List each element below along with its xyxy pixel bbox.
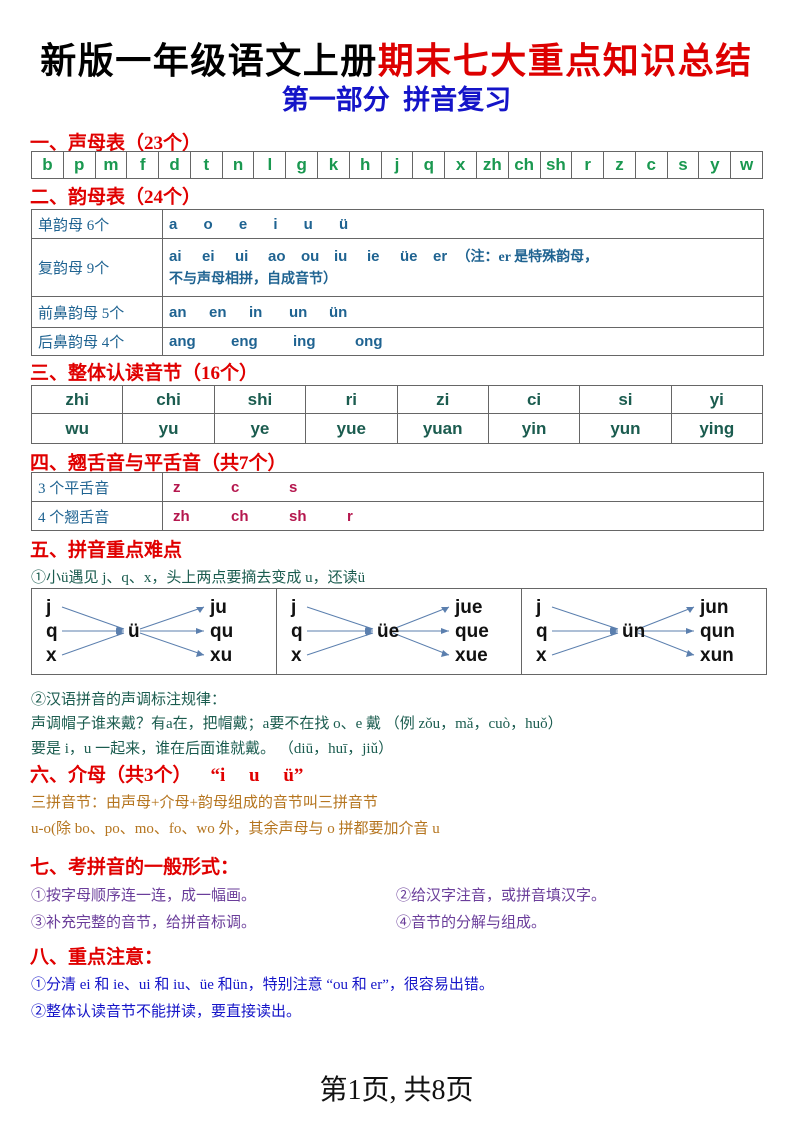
svg-text:xue: xue xyxy=(455,645,488,666)
svg-text:j: j xyxy=(45,597,51,618)
svg-text:qu: qu xyxy=(210,621,233,642)
svg-text:ü: ü xyxy=(128,621,140,642)
svg-text:üe: üe xyxy=(377,621,399,642)
svg-text:q: q xyxy=(46,621,58,642)
svg-text:q: q xyxy=(291,621,303,642)
svg-text:qun: qun xyxy=(700,621,735,642)
svg-text:x: x xyxy=(291,645,302,666)
svg-text:jun: jun xyxy=(699,597,729,618)
svg-text:que: que xyxy=(455,621,489,642)
svg-text:ju: ju xyxy=(209,597,227,618)
svg-text:j: j xyxy=(535,597,541,618)
svg-text:ün: ün xyxy=(622,621,645,642)
svg-text:j: j xyxy=(290,597,296,618)
svg-text:q: q xyxy=(536,621,548,642)
svg-text:xu: xu xyxy=(210,645,232,666)
svg-text:x: x xyxy=(536,645,547,666)
svg-text:xun: xun xyxy=(700,645,734,666)
svg-text:x: x xyxy=(46,645,57,666)
svg-text:jue: jue xyxy=(454,597,482,618)
